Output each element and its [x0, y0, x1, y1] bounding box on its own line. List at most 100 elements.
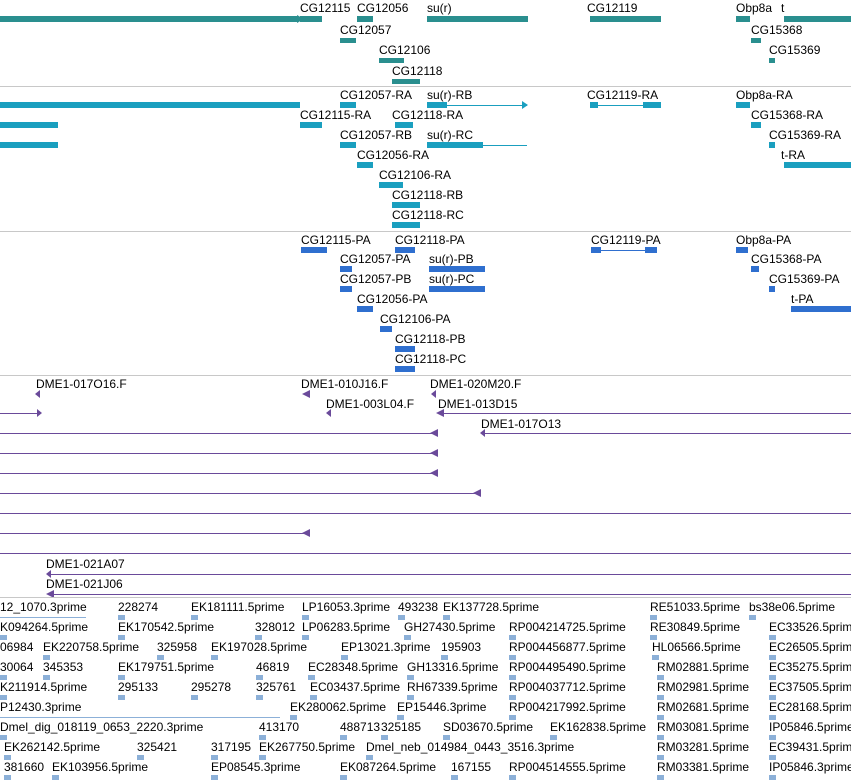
gene-feature[interactable]: [392, 79, 420, 84]
est-feature[interactable]: [397, 715, 404, 720]
clone-label[interactable]: DME1-021A07: [46, 557, 125, 571]
est-label[interactable]: GH27430.5prime: [404, 620, 496, 634]
clone-span[interactable]: [0, 413, 40, 414]
protein-feature[interactable]: [395, 247, 415, 253]
clone-label[interactable]: DME1-017O13: [481, 417, 562, 431]
est-label[interactable]: RP004495490.5prime: [509, 660, 626, 674]
clone-end-marker[interactable]: [326, 409, 331, 417]
est-label[interactable]: RH67339.5prime: [407, 680, 498, 694]
clone-label[interactable]: DME1-020M20.F: [430, 377, 522, 391]
transcript-feature[interactable]: [784, 162, 851, 168]
protein-feature[interactable]: [736, 247, 748, 253]
gene-label[interactable]: CG12118: [392, 64, 443, 78]
clone-span[interactable]: [0, 453, 437, 454]
est-feature[interactable]: [550, 735, 557, 740]
est-label[interactable]: EK220758.5prime: [43, 640, 140, 654]
transcript-feature[interactable]: [0, 142, 58, 148]
est-feature[interactable]: [302, 615, 309, 620]
clone-span[interactable]: [0, 553, 851, 554]
est-feature[interactable]: [340, 775, 347, 780]
est-label[interactable]: 06984: [0, 640, 34, 654]
transcript-feature[interactable]: [392, 202, 420, 208]
transcript-label[interactable]: t-RA: [781, 148, 805, 162]
transcript-feature[interactable]: [300, 122, 322, 128]
est-label[interactable]: EK162838.5prime: [550, 720, 647, 734]
gene-feature[interactable]: [300, 16, 322, 22]
est-feature[interactable]: [308, 675, 315, 680]
est-label[interactable]: EK197028.5prime: [211, 640, 308, 654]
transcript-feature[interactable]: [736, 102, 750, 108]
est-feature[interactable]: [509, 675, 516, 680]
clone-span[interactable]: [444, 413, 851, 414]
clone-span[interactable]: [485, 433, 851, 434]
est-feature[interactable]: [509, 715, 516, 720]
est-feature[interactable]: [441, 655, 448, 660]
clone-span[interactable]: [0, 513, 851, 514]
est-label[interactable]: EC28348.5prime: [308, 660, 399, 674]
est-label[interactable]: RM03281.5prime: [657, 740, 750, 754]
clone-label[interactable]: DME1-003L04.F: [326, 397, 415, 411]
transcript-feature[interactable]: [0, 122, 58, 128]
est-feature[interactable]: [118, 615, 125, 620]
est-feature[interactable]: [0, 617, 86, 618]
transcript-feature[interactable]: [427, 142, 483, 148]
est-feature[interactable]: [749, 615, 756, 620]
est-label[interactable]: 195903: [441, 640, 482, 654]
est-label[interactable]: 325958: [157, 640, 198, 654]
est-label[interactable]: RE51033.5prime: [650, 600, 741, 614]
est-feature[interactable]: [451, 775, 458, 780]
transcript-label[interactable]: CG12056-RA: [357, 148, 430, 162]
clone-end-marker[interactable]: [431, 390, 436, 398]
protein-label[interactable]: CG12119-PA: [591, 233, 661, 247]
est-feature[interactable]: [769, 635, 776, 640]
est-feature[interactable]: [211, 655, 218, 660]
transcript-feature[interactable]: [379, 182, 403, 188]
protein-feature[interactable]: [340, 286, 352, 292]
clone-label[interactable]: DME1-017O16.F: [36, 377, 127, 391]
protein-feature[interactable]: [301, 247, 327, 253]
gene-feature[interactable]: [736, 16, 750, 22]
est-label[interactable]: EK137728.5prime: [443, 600, 540, 614]
transcript-feature[interactable]: [751, 122, 761, 128]
gene-feature[interactable]: [357, 16, 373, 22]
est-label[interactable]: RP004514555.5prime: [509, 760, 626, 774]
est-label[interactable]: IP05846.5prime: [769, 720, 851, 734]
est-label[interactable]: 488713: [340, 720, 381, 734]
gene-label[interactable]: CG12056: [357, 1, 409, 15]
transcript-label[interactable]: CG15368-RA: [751, 108, 824, 122]
est-feature[interactable]: [0, 635, 7, 640]
est-label[interactable]: 30064: [0, 660, 34, 674]
protein-label[interactable]: CG12056-PA: [357, 292, 428, 306]
protein-label[interactable]: su(r)-PC: [429, 272, 475, 286]
est-feature[interactable]: [43, 655, 50, 660]
est-feature[interactable]: [157, 655, 164, 660]
transcript-feature[interactable]: [643, 102, 661, 108]
protein-feature[interactable]: [769, 286, 775, 292]
protein-feature[interactable]: [395, 346, 415, 352]
est-label[interactable]: 345353: [43, 660, 84, 674]
est-feature[interactable]: [650, 615, 657, 620]
transcript-label[interactable]: CG12106-RA: [379, 168, 452, 182]
est-label[interactable]: EC03437.5prime: [310, 680, 401, 694]
est-feature[interactable]: [657, 675, 664, 680]
est-feature[interactable]: [769, 675, 776, 680]
transcript-feature[interactable]: [0, 102, 300, 108]
transcript-label[interactable]: CG15369-RA: [769, 128, 842, 142]
est-feature[interactable]: [509, 635, 516, 640]
est-label[interactable]: 228274: [118, 600, 159, 614]
est-label[interactable]: EK103956.5prime: [52, 760, 149, 774]
est-feature[interactable]: [256, 675, 263, 680]
est-label[interactable]: K211914.5prime: [0, 680, 88, 694]
est-feature[interactable]: [0, 675, 7, 680]
gene-feature[interactable]: [427, 16, 528, 22]
protein-feature[interactable]: [380, 326, 392, 332]
est-label[interactable]: EK280062.5prime: [290, 700, 387, 714]
transcript-label[interactable]: su(r)-RB: [427, 88, 473, 102]
clone-label[interactable]: DME1-010J16.F: [301, 377, 389, 391]
est-label[interactable]: Dmel_neb_014984_0443_3516.3prime: [366, 740, 575, 754]
est-feature[interactable]: [657, 755, 664, 760]
clone-end-marker[interactable]: [436, 409, 444, 417]
est-feature[interactable]: [0, 735, 7, 740]
est-feature[interactable]: [769, 695, 776, 700]
transcript-label[interactable]: CG12119-RA: [587, 88, 659, 102]
